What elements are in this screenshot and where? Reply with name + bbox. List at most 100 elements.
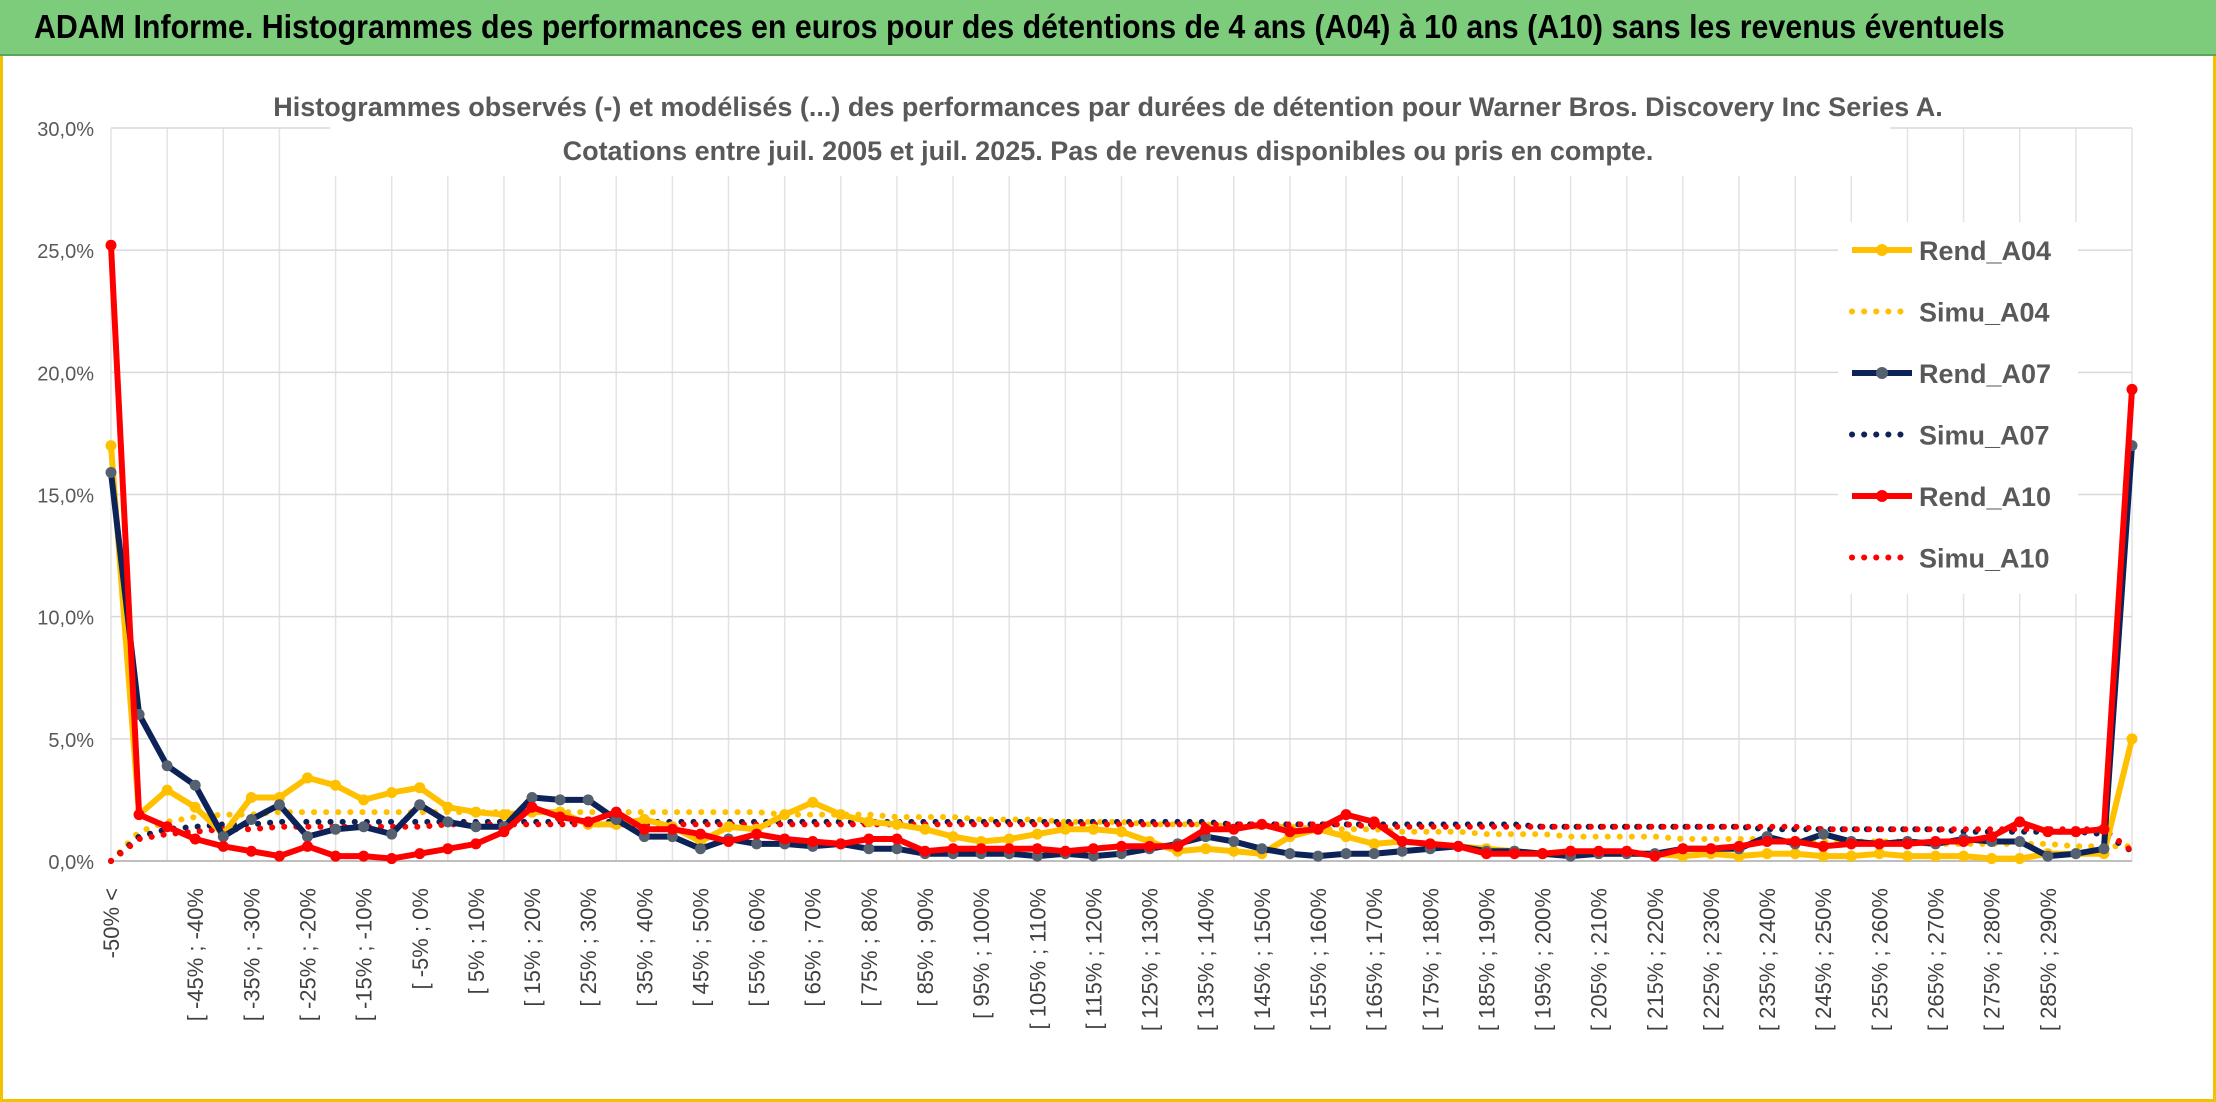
data-point	[273, 799, 285, 811]
data-point	[1593, 845, 1605, 857]
x-tick-label: [ 175% ; 180%	[1418, 888, 1443, 1031]
data-point	[358, 794, 370, 806]
data-point	[779, 809, 791, 821]
series-group	[105, 239, 2138, 865]
data-point	[386, 828, 398, 840]
data-point	[947, 831, 959, 843]
x-tick-label: [ 25% ; 30%	[576, 888, 601, 1007]
data-point	[610, 806, 622, 818]
x-tick-label: [ 255% ; 260%	[1867, 888, 1892, 1031]
data-point	[273, 850, 285, 862]
data-point	[891, 818, 903, 830]
gridlines	[110, 127, 2133, 862]
header-banner: ADAM Informe. Histogrammes des performan…	[0, 0, 2216, 56]
data-point	[554, 811, 566, 823]
x-tick-label: -50% <	[99, 888, 124, 958]
data-point	[554, 794, 566, 806]
data-point	[526, 801, 538, 813]
data-point	[2070, 848, 2082, 860]
data-point	[1789, 835, 1801, 847]
data-point	[1284, 848, 1296, 860]
data-point	[1396, 835, 1408, 847]
data-point	[1396, 845, 1408, 857]
data-point	[1031, 843, 1043, 855]
data-point	[2070, 826, 2082, 838]
x-tick-label: [ 225% ; 230%	[1699, 888, 1724, 1031]
legend-item-Rend_A10: Rend_A10	[1852, 482, 2051, 512]
x-tick-label: [ 105% ; 110%	[1025, 888, 1050, 1029]
data-point	[470, 821, 482, 833]
data-point	[189, 801, 201, 813]
data-point	[442, 843, 454, 855]
legend-item-Simu_A07: Simu_A07	[1849, 421, 2050, 451]
x-tick-label: [ 145% ; 150%	[1250, 888, 1275, 1031]
legend-label: Rend_A07	[1919, 359, 2051, 389]
data-point	[1901, 838, 1913, 850]
data-point	[835, 809, 847, 821]
x-tick-label: [ 55% ; 60%	[745, 888, 770, 1007]
data-point	[301, 840, 313, 852]
x-tick-label: [ 85% ; 90%	[913, 888, 938, 1007]
x-tick-label: [ 185% ; 190%	[1474, 888, 1499, 1031]
data-point	[1873, 848, 1885, 860]
legend-marker	[1876, 490, 1888, 502]
y-tick-label: 25,0%	[37, 241, 94, 263]
data-point	[807, 835, 819, 847]
legend-label: Simu_A07	[1919, 421, 2050, 451]
y-tick-label: 5,0%	[48, 730, 94, 752]
data-point	[414, 782, 426, 794]
data-point	[2042, 850, 2054, 862]
x-tick-label: [ 65% ; 70%	[801, 888, 826, 1007]
data-point	[1031, 828, 1043, 840]
data-point	[863, 843, 875, 855]
data-point	[217, 840, 229, 852]
data-point	[1480, 848, 1492, 860]
x-tick-label: [ 45% ; 50%	[688, 888, 713, 1007]
x-tick-label: [ 215% ; 220%	[1643, 888, 1668, 1031]
data-point	[105, 467, 117, 479]
x-tick-label: [ 155% ; 160%	[1306, 888, 1331, 1031]
x-tick-label: [ 95% ; 100%	[969, 888, 994, 1019]
data-point	[470, 806, 482, 818]
data-point	[1817, 840, 1829, 852]
data-point	[1761, 848, 1773, 860]
y-tick-label: 15,0%	[37, 486, 94, 508]
data-point	[1677, 843, 1689, 855]
x-tick-label: [ 125% ; 130%	[1138, 888, 1163, 1031]
data-point	[1312, 823, 1324, 835]
data-point	[442, 801, 454, 813]
data-point	[1761, 835, 1773, 847]
page-title: ADAM Informe. Histogrammes des performan…	[34, 8, 2005, 45]
chart-title: Histogrammes observés (-) et modélisés (…	[273, 92, 1943, 122]
data-point	[1733, 840, 1745, 852]
data-point	[498, 809, 510, 821]
data-point	[217, 831, 229, 843]
data-point	[863, 833, 875, 845]
data-point	[386, 853, 398, 865]
data-point	[1172, 840, 1184, 852]
data-point	[1200, 823, 1212, 835]
data-point	[1087, 843, 1099, 855]
data-point	[442, 816, 454, 828]
legend-item-Simu_A04: Simu_A04	[1849, 298, 2050, 328]
data-point	[2126, 383, 2138, 395]
data-point	[1986, 853, 1998, 865]
legend-marker	[1876, 244, 1888, 256]
data-point	[1059, 823, 1071, 835]
data-point	[358, 850, 370, 862]
y-tick-label: 0,0%	[48, 852, 94, 874]
legend-item-Rend_A04: Rend_A04	[1852, 236, 2051, 266]
data-point	[330, 779, 342, 791]
data-point	[161, 760, 173, 772]
data-point	[1901, 850, 1913, 862]
data-point	[919, 845, 931, 857]
data-point	[723, 821, 735, 833]
data-point	[694, 828, 706, 840]
data-point	[723, 835, 735, 847]
data-point	[779, 833, 791, 845]
data-point	[245, 813, 257, 825]
data-point	[2014, 853, 2026, 865]
data-point	[2014, 816, 2026, 828]
data-point	[582, 816, 594, 828]
